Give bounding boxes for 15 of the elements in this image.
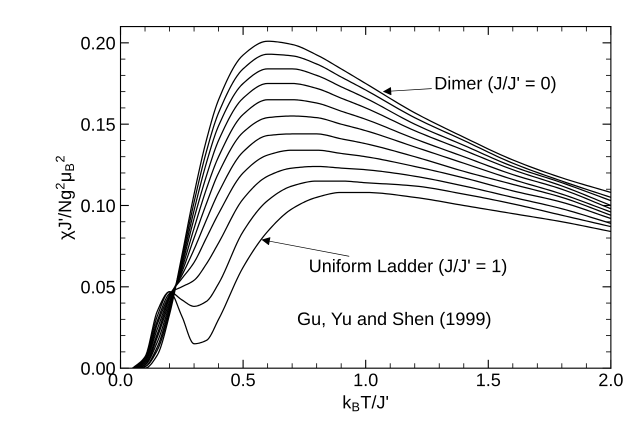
x-tick-label: 0.0 [108, 373, 132, 386]
x-tick-label: 1.0 [354, 373, 378, 386]
y-tick-label: 0.10 [81, 199, 115, 212]
y-tick-label: 0.20 [81, 36, 115, 50]
x-tick-label: 2.0 [599, 373, 623, 386]
annotation: Dimer (J/J' = 0) [436, 76, 556, 94]
annotation: Gu, Yu and Shen (1999) [298, 312, 490, 329]
y-tick-label: 0.15 [81, 118, 115, 131]
x-tick-label: 0.5 [231, 373, 255, 386]
annotation: Uniform Ladder (J/J' = 1) [310, 259, 506, 276]
y-tick-label: 0.00 [81, 362, 115, 375]
x-axis-title: k$_{B}$T/J' [344, 395, 388, 412]
x-tick-label: 1.5 [477, 374, 500, 386]
y-tick-label: 0.05 [81, 280, 115, 294]
y-axis-title: χJ'/Ng$^{2}$μ$_{B}$$^{2}$ [56, 156, 75, 240]
